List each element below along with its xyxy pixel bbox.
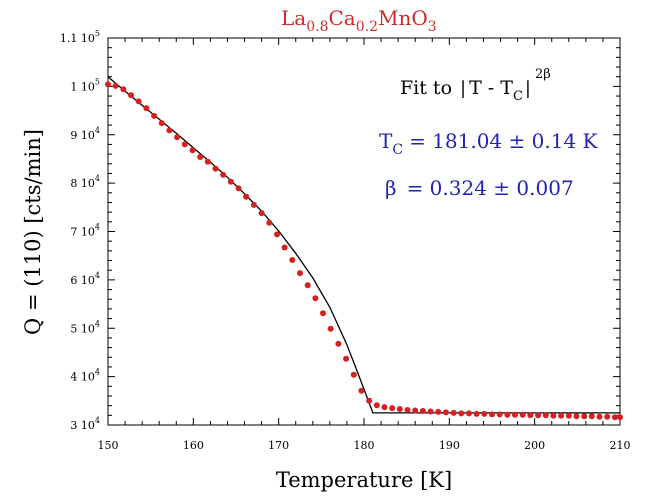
data-point <box>189 147 196 154</box>
y-tick-labels: 3 104 4 104 5 104 6 104 7 104 8 104 9 104 1 105… <box>60 29 100 432</box>
y-tick-label: 3 104 <box>70 416 100 432</box>
data-point <box>243 193 250 200</box>
data-point <box>481 410 488 417</box>
y-tick-label: 7 104 <box>70 223 100 239</box>
data-point <box>458 410 465 417</box>
data-point <box>327 325 334 332</box>
x-tick-label: 200 <box>524 439 545 452</box>
data-point <box>128 92 134 99</box>
plot-frame <box>107 37 621 426</box>
data-point <box>312 295 319 302</box>
data-point <box>281 244 288 251</box>
data-point <box>258 210 265 217</box>
data-point <box>550 412 557 419</box>
data-point <box>143 105 150 112</box>
data-point <box>274 231 280 238</box>
data-point <box>404 407 411 413</box>
data-point <box>151 112 158 119</box>
y-tick-label: 1.1 105 <box>60 29 100 45</box>
data-point <box>611 414 618 421</box>
x-tick-labels: 150 160 170 180 190 200 210 <box>98 439 631 452</box>
y-tick-label: 9 104 <box>70 126 100 142</box>
data-point <box>112 82 119 89</box>
data-point <box>235 185 242 192</box>
data-point <box>358 387 365 394</box>
data-point <box>166 127 173 134</box>
data-point <box>442 409 449 416</box>
data-point <box>604 413 611 420</box>
data-point <box>135 98 142 105</box>
data-point <box>158 120 165 127</box>
data-point <box>519 411 526 418</box>
data-point <box>389 405 396 412</box>
data-point <box>212 165 219 172</box>
fit-annotation: Fit to | T - TC |2β <box>400 67 551 104</box>
y-axis-label: Q = (110) [cts/min] <box>21 129 45 335</box>
y-tick-label: 8 104 <box>70 174 100 190</box>
data-point <box>350 371 357 378</box>
data-point <box>596 413 603 420</box>
data-point <box>617 414 623 421</box>
data-point <box>304 282 311 289</box>
data-point <box>220 171 227 178</box>
data-point <box>466 410 472 417</box>
data-point <box>427 408 434 415</box>
data-point <box>174 134 181 141</box>
beta-parameter: β = 0.324 ± 0.007 <box>385 176 574 200</box>
data-point <box>496 411 503 418</box>
data-point <box>297 270 303 277</box>
y-tick-label: 4 104 <box>70 368 100 384</box>
x-axis-label: Temperature [K] <box>276 468 452 492</box>
data-point <box>512 411 518 418</box>
x-tick-label: 160 <box>183 439 204 452</box>
y-tick-label: 5 104 <box>70 319 100 335</box>
data-point <box>573 413 580 420</box>
data-points <box>105 81 623 421</box>
data-point <box>504 411 511 418</box>
data-point <box>381 404 388 411</box>
data-point <box>181 141 188 148</box>
data-point <box>396 406 403 412</box>
data-point <box>535 412 542 419</box>
data-point <box>473 410 480 417</box>
data-point <box>335 340 342 347</box>
chart-title: La0.8Ca0.2MnO3 <box>281 6 437 35</box>
data-point <box>366 397 373 404</box>
axis-ticks <box>107 37 621 426</box>
data-point <box>542 412 549 419</box>
fit-curve-group <box>107 76 620 414</box>
data-point <box>373 402 380 409</box>
y-tick-label: 6 104 <box>70 271 100 287</box>
data-point <box>250 201 257 208</box>
data-point <box>558 412 565 419</box>
x-tick-label: 150 <box>98 439 119 452</box>
data-point <box>581 413 588 420</box>
x-tick-label: 190 <box>439 439 460 452</box>
x-tick-label: 210 <box>610 439 631 452</box>
data-point <box>343 355 350 362</box>
data-point <box>227 178 234 185</box>
data-point <box>419 408 426 414</box>
x-tick-label: 170 <box>268 439 289 452</box>
y-tick-label: 1 105 <box>70 77 100 93</box>
data-point <box>489 411 495 418</box>
data-point <box>289 257 296 263</box>
data-point <box>197 154 204 160</box>
data-point <box>565 412 572 419</box>
data-point <box>450 409 457 416</box>
data-point <box>105 81 111 88</box>
fit-curve <box>107 76 620 414</box>
data-point <box>320 310 326 317</box>
data-point <box>435 408 442 415</box>
data-point <box>266 219 273 226</box>
data-point <box>527 412 534 419</box>
x-tick-label: 180 <box>354 439 375 452</box>
data-point <box>204 158 211 165</box>
tc-parameter: TC = 181.04 ± 0.14 K <box>379 129 599 158</box>
data-point <box>412 407 419 414</box>
data-point <box>588 413 595 420</box>
data-point <box>120 86 127 93</box>
